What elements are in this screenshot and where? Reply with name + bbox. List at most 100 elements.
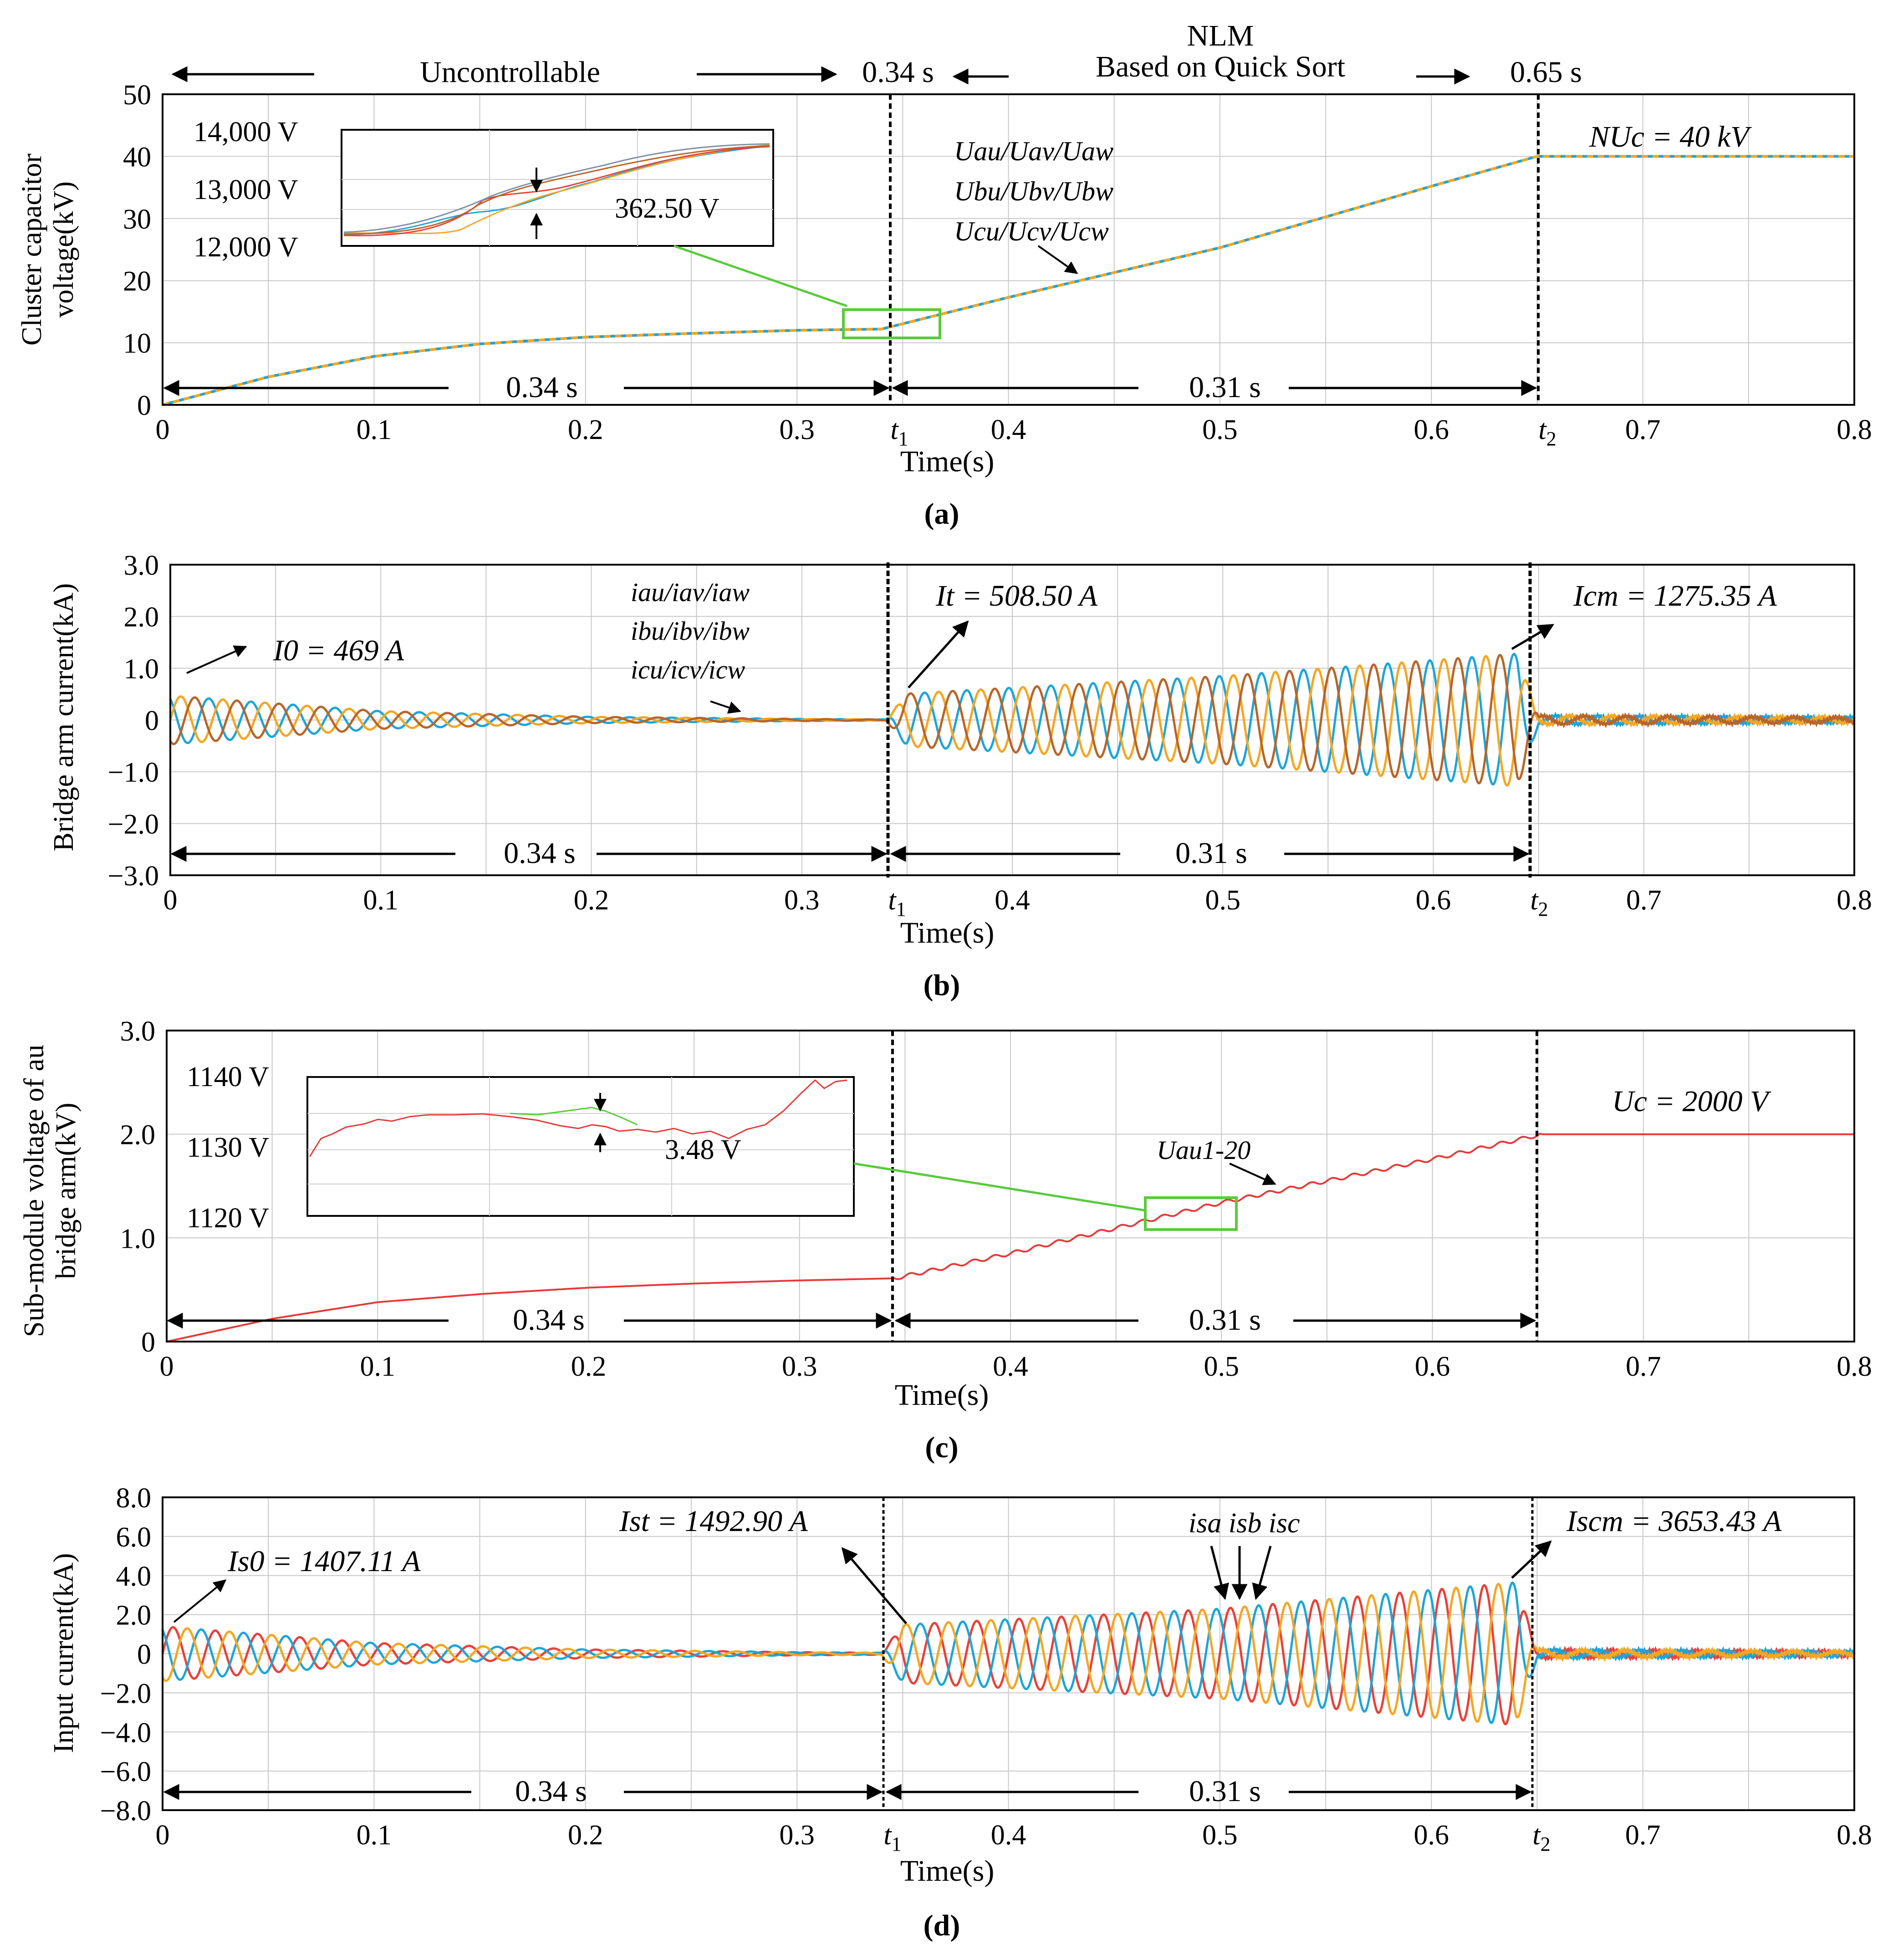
panel-b-series-pointer (710, 700, 741, 714)
x-tick-label: 0.7 (1626, 885, 1662, 916)
panel-b-series-label-1: iau/iav/iaw (631, 577, 750, 607)
y-tick-label: 0 (137, 390, 151, 421)
panel-b-icm-label: Icm = 1275.35 A (1573, 579, 1777, 612)
y-tick-label: 0 (137, 1639, 151, 1670)
panel-b-ylabel: Bridge arm current(kA) (48, 583, 79, 852)
panel-b-icm-pointer (1511, 623, 1555, 650)
t2-time-label: 0.65 s (1510, 56, 1582, 89)
panel-d-iscm-label: Iscm = 3653.43 A (1566, 1505, 1782, 1538)
panel-a-zoom-box (842, 308, 941, 339)
panel-a-curve-orange (162, 155, 1854, 406)
panel-a-series-pointer (1037, 245, 1078, 274)
panel-b-frame (169, 564, 1855, 876)
panel-c-inset-curve-green (510, 1107, 638, 1126)
y-tick-label: −2.0 (108, 809, 159, 840)
panel-b-i0-pointer (186, 645, 247, 674)
x-tick-label: 0.2 (568, 1820, 603, 1851)
panel-c-interval-2: 0.31 s (1189, 1303, 1261, 1337)
y-tick-label: 0 (145, 705, 159, 736)
x-tick-label: 0.6 (1415, 1351, 1450, 1382)
panel-d-ist-pointer (841, 1547, 907, 1624)
nlm-subtitle: Based on Quick Sort (1096, 50, 1345, 83)
panel-a-inset-curve-gray (343, 143, 770, 233)
panel-c-curve (166, 1133, 1854, 1342)
panel-c-inset: 1140 V 1130 V 1120 V 3.48 V (187, 1062, 1238, 1234)
panel-a-frame (162, 93, 1855, 406)
x-tick-label: 0.5 (1202, 1820, 1238, 1851)
x-tick-label: 0.7 (1625, 1820, 1661, 1851)
t1-time-label: 0.34 s (862, 56, 934, 89)
panel-b-it-label: It = 508.50 A (935, 579, 1098, 612)
panel-c-interval-1: 0.34 s (513, 1303, 585, 1337)
x-tick-label: 0.8 (1837, 414, 1872, 445)
panel-c: 0 1.0 2.0 3.0 0 0.1 0.2 0.3 0.4 0.5 0.6 0.7 0.8 Sub… (19, 1016, 1872, 1464)
panel-a-caption: (a) (924, 497, 959, 531)
y-tick-label: 4.0 (116, 1561, 152, 1592)
panel-d: 8.0 6.0 4.0 2.0 0 −2.0 −4.0 −6.0 −8.0 0 0.1 0.2 0.3… (48, 1483, 1872, 1942)
x-tick-label: 0.1 (360, 1351, 396, 1382)
x-tick-label: 0.3 (779, 414, 815, 445)
panel-d-is0-label: Is0 = 1407.11 A (227, 1545, 421, 1578)
panel-d-series-label: isa isb isc (1189, 1508, 1300, 1539)
panel-d-yticks: 8.0 6.0 4.0 2.0 0 −2.0 −4.0 −6.0 −8.0 (100, 1483, 151, 1827)
panel-c-inset-difference: 3.48 V (665, 1134, 741, 1165)
y-tick-label: −6.0 (100, 1756, 151, 1787)
x-tick-label: 0 (156, 414, 170, 445)
panel-c-steady-label: Uc = 2000 V (1612, 1085, 1771, 1118)
uncontrollable-label: Uncontrollable (420, 56, 600, 89)
panel-a-ylabel-line2: voltage(kV) (48, 181, 79, 318)
panel-a-steady-label: NUc = 40 kV (1589, 120, 1752, 153)
panel-a-inset-ylabel-1: 14,000 V (194, 117, 298, 148)
y-tick-label: −2.0 (100, 1678, 151, 1709)
panel-d-xticks: 0 0.1 0.2 0.3 t1 0.4 0.5 0.6 t2 0.7 0.8 (156, 1820, 1872, 1855)
y-tick-label: 3.0 (120, 1016, 156, 1047)
x-tick-label: 0.1 (357, 414, 392, 445)
panel-a-inset-difference: 362.50 V (615, 193, 720, 224)
x-tick-label: 0.4 (991, 414, 1026, 445)
y-tick-label: 30 (123, 204, 151, 235)
panel-a-ylabel-line1: Cluster capacitor (16, 153, 47, 346)
panel-a-inset-curve-brown (343, 145, 770, 235)
panel-b-series-label-2: ibu/ibv/ibw (631, 616, 750, 646)
panel-b-xticks: 0 0.1 0.2 0.3 t1 0.4 0.5 0.6 t2 0.7 0.8 (163, 885, 1872, 920)
panel-d-isc-pointer (1252, 1546, 1272, 1600)
x-tick-label: 0.3 (779, 1820, 815, 1851)
x-tick-label: 0 (163, 885, 178, 916)
x-tick-label: t1 (888, 885, 906, 920)
x-tick-label: 0 (160, 1351, 174, 1382)
panel-d-frame (162, 1496, 1855, 1811)
x-tick-label: 0.2 (574, 885, 609, 916)
panel-c-yticks: 0 1.0 2.0 3.0 (120, 1016, 156, 1358)
panel-b-interval-2: 0.31 s (1175, 837, 1247, 870)
y-tick-label: 10 (123, 328, 151, 359)
x-tick-label: t2 (1530, 885, 1548, 920)
x-tick-label: 0.5 (1204, 1351, 1240, 1382)
panel-a-inset-ylabel-3: 12,000 V (194, 232, 298, 263)
x-tick-label: 0.1 (363, 885, 399, 916)
panel-a-interval-2: 0.31 s (1189, 371, 1261, 404)
panel-a-xticks: 0 0.1 0.2 0.3 t1 0.4 0.5 0.6 t2 0.7 0.8 (156, 414, 1872, 450)
panel-c-series-label: Uau1-20 (1157, 1135, 1250, 1165)
panel-a-series-label-3: Ucu/Ucv/Ucw (954, 216, 1109, 246)
panel-a-series-label-1: Uau/Uav/Uaw (954, 136, 1113, 166)
panel-c-ylabel-line2: bridge arm(kV) (51, 1102, 82, 1279)
x-tick-label: 0.5 (1202, 414, 1238, 445)
x-tick-label: 0.7 (1625, 414, 1661, 445)
x-tick-label: 0.6 (1416, 885, 1451, 916)
y-tick-label: 6.0 (116, 1522, 152, 1553)
x-tick-label: t1 (890, 414, 908, 450)
nlm-title: NLM (1187, 19, 1254, 52)
panel-d-is0-pointer (173, 1579, 227, 1623)
panel-c-zoom-box (1144, 1196, 1238, 1231)
panel-a-interval-1: 0.34 s (506, 371, 578, 404)
panel-a-inset-ylabel-2: 13,000 V (194, 174, 298, 205)
y-tick-label: −4.0 (100, 1717, 151, 1748)
x-tick-label: 0.2 (568, 414, 603, 445)
x-tick-label: 0.7 (1626, 1351, 1661, 1382)
y-tick-label: 1.0 (124, 653, 159, 684)
x-tick-label: 0.4 (993, 1351, 1028, 1382)
panel-a-yticks: 0 10 20 30 40 50 (123, 80, 151, 421)
panel-b-wave-orange (169, 655, 1856, 787)
panel-c-xlabel: Time(s) (895, 1378, 989, 1412)
